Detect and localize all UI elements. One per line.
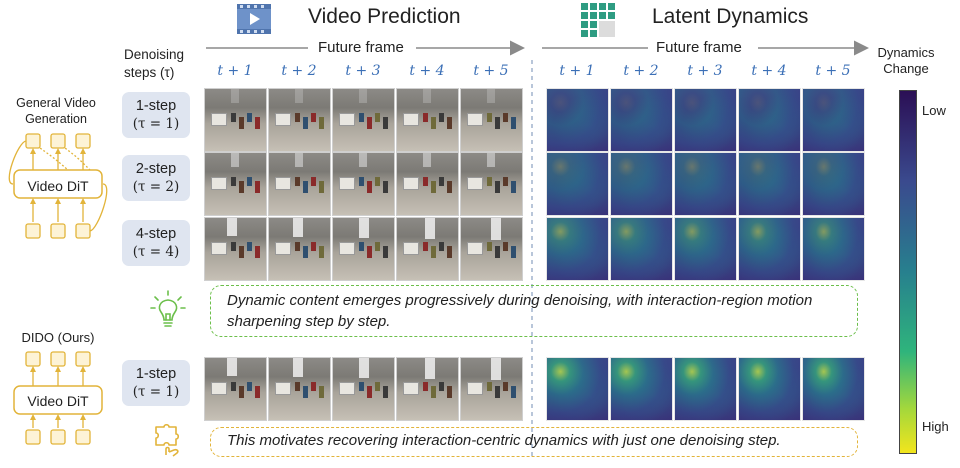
dynamics-change-line2: Change	[883, 61, 929, 76]
tau-value: (τ = 4)	[132, 244, 180, 260]
latent-heatmap	[802, 152, 865, 216]
video-frame	[204, 152, 267, 216]
video-frame	[268, 357, 331, 421]
latent-heatmap	[674, 357, 737, 421]
video-frame	[396, 88, 459, 152]
panel-separator	[531, 60, 533, 460]
video-frame	[332, 217, 395, 281]
observation-note: Dynamic content emerges progressively du…	[210, 285, 858, 337]
video-frame	[204, 217, 267, 281]
video-frame	[204, 88, 267, 152]
step-label-row-2: 2-step (τ = 2)	[122, 155, 190, 201]
step-label-row-4: 1-step (τ = 1)	[122, 360, 190, 406]
denoising-label-line1: Denoising	[124, 47, 185, 62]
time-label-latent-5: t + 5	[815, 63, 851, 79]
video-frame	[268, 152, 331, 216]
video-frame	[268, 88, 331, 152]
dynamics-colorbar	[899, 90, 917, 454]
latent-heatmap	[610, 152, 673, 216]
latent-heatmap	[738, 88, 801, 152]
latent-heatmap	[674, 152, 737, 216]
video-frame	[396, 217, 459, 281]
latent-heatmap	[802, 357, 865, 421]
video-prediction-title: Video Prediction	[308, 5, 461, 28]
time-label-video-3: t + 3	[345, 63, 381, 79]
latent-heatmap	[610, 217, 673, 281]
time-label-video-4: t + 4	[409, 63, 445, 79]
general-video-dit-diagram	[8, 133, 108, 239]
video-frame	[460, 357, 523, 421]
lightbulb-icon	[150, 290, 186, 330]
tau-value: (τ = 1)	[132, 116, 180, 132]
latent-heatmap	[546, 217, 609, 281]
step-label-row-3: 4-step (τ = 4)	[122, 220, 190, 266]
general-video-generation-title: General Video Generation	[2, 95, 110, 127]
dido-title: DIDO (Ours)	[21, 330, 95, 345]
motivation-note: This motivates recovering interaction-ce…	[210, 427, 858, 457]
video-frame	[332, 357, 395, 421]
step-label-row-1: 1-step (τ = 1)	[122, 92, 190, 138]
denoising-steps-label: Denoising steps (τ)	[124, 46, 184, 82]
dynamics-change-label: Dynamics Change	[874, 45, 938, 77]
future-frame-label-left: Future frame	[318, 39, 404, 56]
latent-heatmap	[610, 88, 673, 152]
latent-heatmap	[546, 357, 609, 421]
time-label-latent-1: t + 1	[559, 63, 595, 79]
time-label-latent-3: t + 3	[687, 63, 723, 79]
dido-video-dit-diagram	[13, 351, 103, 445]
step-count: 4-step	[135, 226, 177, 242]
latent-heatmap	[738, 217, 801, 281]
general-title-line2: Generation	[25, 112, 87, 126]
puzzle-hand-icon	[152, 423, 186, 457]
video-frame	[332, 88, 395, 152]
latent-heatmap	[546, 152, 609, 216]
time-label-video-2: t + 2	[281, 63, 317, 79]
video-frame	[268, 217, 331, 281]
video-frame	[460, 88, 523, 152]
dido-video-dit-label: Video DiT	[27, 393, 89, 409]
video-frame	[460, 217, 523, 281]
video-icon	[236, 3, 272, 35]
denoising-label-line2: steps (τ)	[124, 65, 175, 80]
future-frame-arrows	[206, 40, 869, 56]
step-count: 2-step	[135, 161, 177, 177]
tau-value: (τ = 2)	[132, 179, 180, 195]
dynamics-change-line1: Dynamics	[877, 45, 935, 60]
tau-value: (τ = 1)	[132, 384, 180, 400]
step-count: 1-step	[135, 98, 177, 114]
latent-heatmap	[610, 357, 673, 421]
future-frame-label-right: Future frame	[656, 39, 742, 56]
colorbar-high-label: High	[922, 419, 949, 434]
time-label-video-5: t + 5	[473, 63, 509, 79]
latent-heatmap	[674, 217, 737, 281]
latent-dynamics-title: Latent Dynamics	[652, 5, 809, 28]
latent-heatmap	[674, 88, 737, 152]
video-frame	[204, 357, 267, 421]
video-frame	[332, 152, 395, 216]
time-label-latent-4: t + 4	[751, 63, 787, 79]
video-frame	[396, 152, 459, 216]
video-frame	[460, 152, 523, 216]
colorbar-low-label: Low	[922, 103, 946, 118]
latent-heatmap	[802, 88, 865, 152]
latent-heatmap	[546, 88, 609, 152]
latent-grid-icon	[580, 2, 616, 38]
video-frame	[396, 357, 459, 421]
latent-heatmap	[738, 152, 801, 216]
general-title-line1: General Video	[16, 96, 96, 110]
general-video-dit-label: Video DiT	[27, 178, 89, 194]
time-label-latent-2: t + 2	[623, 63, 659, 79]
step-count: 1-step	[135, 366, 177, 382]
latent-heatmap	[802, 217, 865, 281]
time-label-video-1: t + 1	[217, 63, 253, 79]
latent-heatmap	[738, 357, 801, 421]
